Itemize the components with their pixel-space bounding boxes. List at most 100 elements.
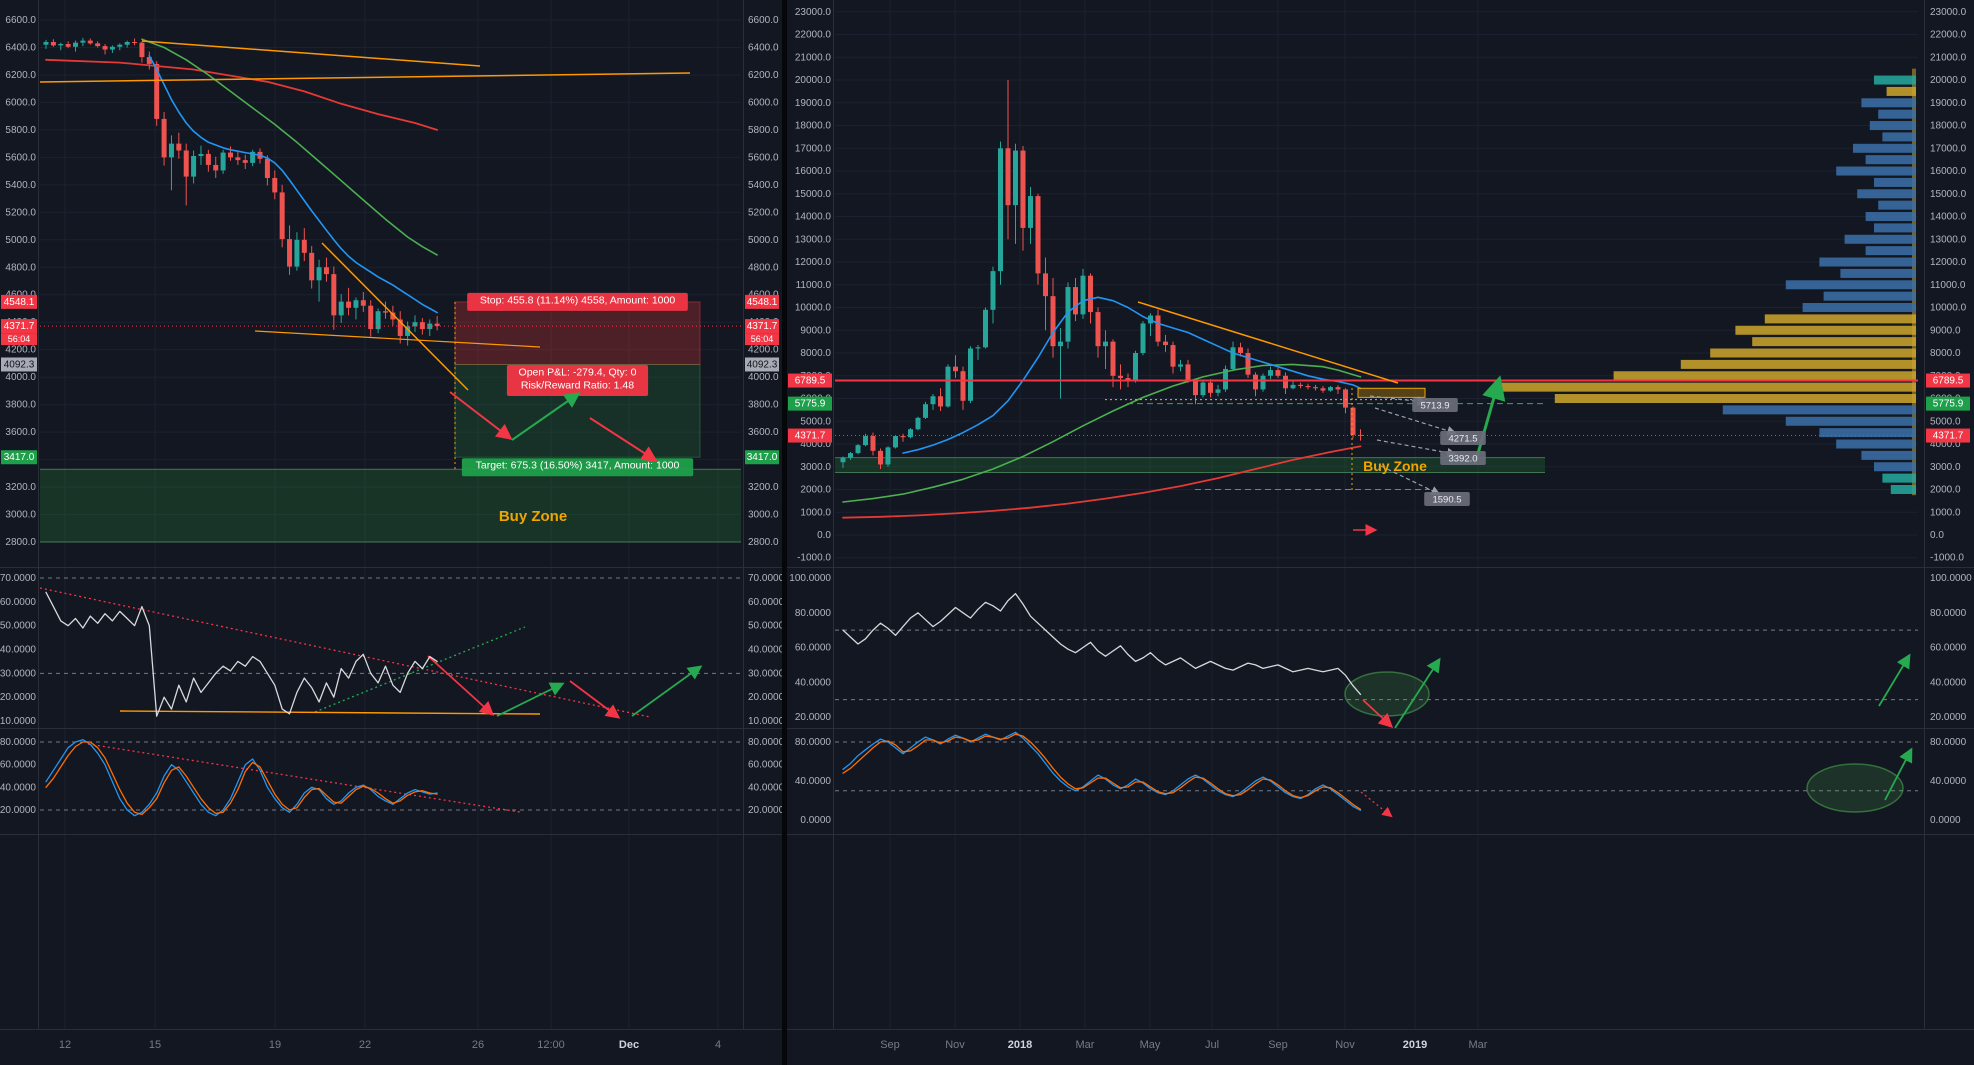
text-label: 15 [149, 1039, 161, 1051]
risk-reward-tool[interactable]: Stop: 455.8 (11.14%) 4558, Amount: 1000 O… [454, 292, 701, 477]
trendline[interactable] [119, 710, 541, 715]
text-label: 14000.0 [795, 212, 832, 223]
time-axis[interactable]: 12 15 19 22 26 12:00 Dec 4 [59, 1039, 721, 1051]
trendline[interactable] [1137, 301, 1399, 384]
floating-price-label[interactable]: 3392.0 [1440, 451, 1486, 465]
text-label: 4092.3 [4, 359, 35, 370]
text-label: 2019 [1403, 1039, 1427, 1051]
text-label: 50.0000 [0, 621, 36, 632]
text-label: 5200.0 [5, 207, 36, 218]
text-label: 40.0000 [1930, 776, 1967, 787]
axis-price-badge: 3417.0 [745, 450, 779, 465]
text-label: 100.0000 [789, 573, 831, 584]
text-label: 23000.0 [1930, 7, 1967, 18]
floating-price-label[interactable]: 4271.5 [1440, 431, 1486, 445]
text-label: 10000.0 [795, 303, 832, 314]
arrow-annotation[interactable] [1473, 375, 1506, 465]
text-label: 9000.0 [1930, 325, 1961, 336]
arrow-annotation[interactable] [1884, 747, 1913, 801]
text-label: 3200.0 [5, 482, 36, 493]
text-label: 17000.0 [1930, 143, 1967, 154]
buy-zone-label: Buy Zone [1363, 458, 1427, 474]
arrow-annotation[interactable] [1380, 465, 1441, 495]
text-label: 8000.0 [1930, 348, 1961, 359]
pane-dividers [0, 0, 782, 1030]
text-label: 13000.0 [795, 234, 832, 245]
text-label: 4000.0 [748, 372, 779, 383]
axis-price-badge: 4092.3 [745, 357, 779, 372]
floating-price-label[interactable]: 5713.9 [1412, 398, 1458, 412]
text-label: 3200.0 [748, 482, 779, 493]
arrow-annotation[interactable] [1362, 699, 1394, 728]
text-label: 6600.0 [5, 15, 36, 26]
text-label: 3392.0 [1448, 454, 1477, 465]
arrow-annotation[interactable] [1369, 395, 1427, 406]
text-label: 20.0000 [795, 712, 832, 723]
text-label: 15000.0 [795, 189, 832, 200]
text-label: 1590.5 [1432, 495, 1461, 506]
trendline[interactable] [141, 40, 481, 67]
text-label: 2000.0 [1930, 485, 1961, 496]
buy-zone-band[interactable]: Buy Zone [40, 468, 741, 543]
text-label: Risk/Reward Ratio: 1.48 [521, 379, 634, 391]
text-label: 40.0000 [1930, 677, 1967, 688]
arrow-annotation[interactable] [1360, 791, 1393, 818]
arrow-annotation[interactable] [496, 682, 565, 717]
chart-svg-1w[interactable]: Buy Zone 5713.9 4271.5 3392.0 1590.5 23000.0 2… [787, 0, 1974, 1065]
text-label: 4000.0 [1930, 439, 1961, 450]
text-label: 0.0000 [1930, 815, 1961, 826]
text-label: 4800.0 [5, 262, 36, 273]
text-label: 5000.0 [800, 416, 831, 427]
arrow-annotation[interactable] [511, 392, 581, 441]
chart-panel-btc-4h[interactable]: Buy Zone Stop: 455.8 (11.14%) 4558, Amoun… [0, 0, 782, 1065]
text-label: 10000.0 [1930, 303, 1967, 314]
text-label: 3000.0 [800, 462, 831, 473]
trendline[interactable] [39, 587, 651, 718]
text-label: 20.0000 [0, 805, 36, 816]
trendline[interactable] [254, 330, 541, 348]
arrow-annotation[interactable] [631, 665, 703, 717]
axis-price-badge: 5775.9 [788, 396, 832, 411]
chart-panel-btc-1w[interactable]: Buy Zone 5713.9 4271.5 3392.0 1590.5 23000.0 2… [787, 0, 1974, 1065]
text-label: 3000.0 [5, 510, 36, 521]
text-label: 20.0000 [748, 805, 782, 816]
axis-price-badge: 4548.1 [1, 294, 37, 309]
text-label: 6200.0 [748, 70, 779, 81]
text-label: 60.0000 [795, 643, 832, 654]
text-label: 22000.0 [795, 30, 832, 41]
arrow-annotation[interactable] [569, 680, 621, 719]
chart-svg-4h[interactable]: Buy Zone Stop: 455.8 (11.14%) 4558, Amoun… [0, 0, 782, 1065]
volume-profile [1496, 68, 1916, 496]
text-label: 60.0000 [748, 597, 782, 608]
text-label: 21000.0 [795, 52, 832, 63]
time-axis[interactable]: Sep Nov 2018 Mar May Jul Sep Nov 2019 Mar [880, 1039, 1488, 1051]
text-label: 6000.0 [748, 97, 779, 108]
text-label: 5775.9 [1933, 399, 1964, 410]
candles-layer [43, 37, 440, 346]
arrow-annotation[interactable] [427, 655, 495, 716]
floating-price-label[interactable]: 1590.5 [1424, 492, 1470, 506]
text-label: 12:00 [537, 1039, 565, 1051]
text-label: -1000.0 [797, 553, 831, 564]
tool-label[interactable]: Target: 675.3 (16.50%) 3417, Amount: 100… [461, 458, 694, 477]
text-label: 1000.0 [800, 507, 831, 518]
text-label: Dec [619, 1039, 639, 1051]
ellipse-highlight[interactable] [1806, 763, 1904, 813]
arrow-annotation[interactable] [449, 391, 513, 440]
text-label: May [1140, 1039, 1161, 1051]
text-label: 6200.0 [5, 70, 36, 81]
arrow-annotation[interactable] [1878, 653, 1911, 707]
text-label: 6600.0 [748, 15, 779, 26]
text-label: 6000.0 [5, 97, 36, 108]
text-label: 80.0000 [795, 608, 832, 619]
trendline[interactable] [321, 242, 469, 391]
tool-label[interactable]: Stop: 455.8 (11.14%) 4558, Amount: 1000 [467, 292, 688, 311]
arrow-annotation[interactable] [1394, 657, 1441, 729]
stoch-k-line [45, 739, 438, 817]
buy-zone-band[interactable]: Buy Zone [835, 457, 1545, 474]
trendline[interactable] [39, 72, 691, 83]
text-label: 5600.0 [748, 152, 779, 163]
highlight-box[interactable] [1357, 387, 1426, 398]
arrow-annotation[interactable] [589, 417, 658, 462]
